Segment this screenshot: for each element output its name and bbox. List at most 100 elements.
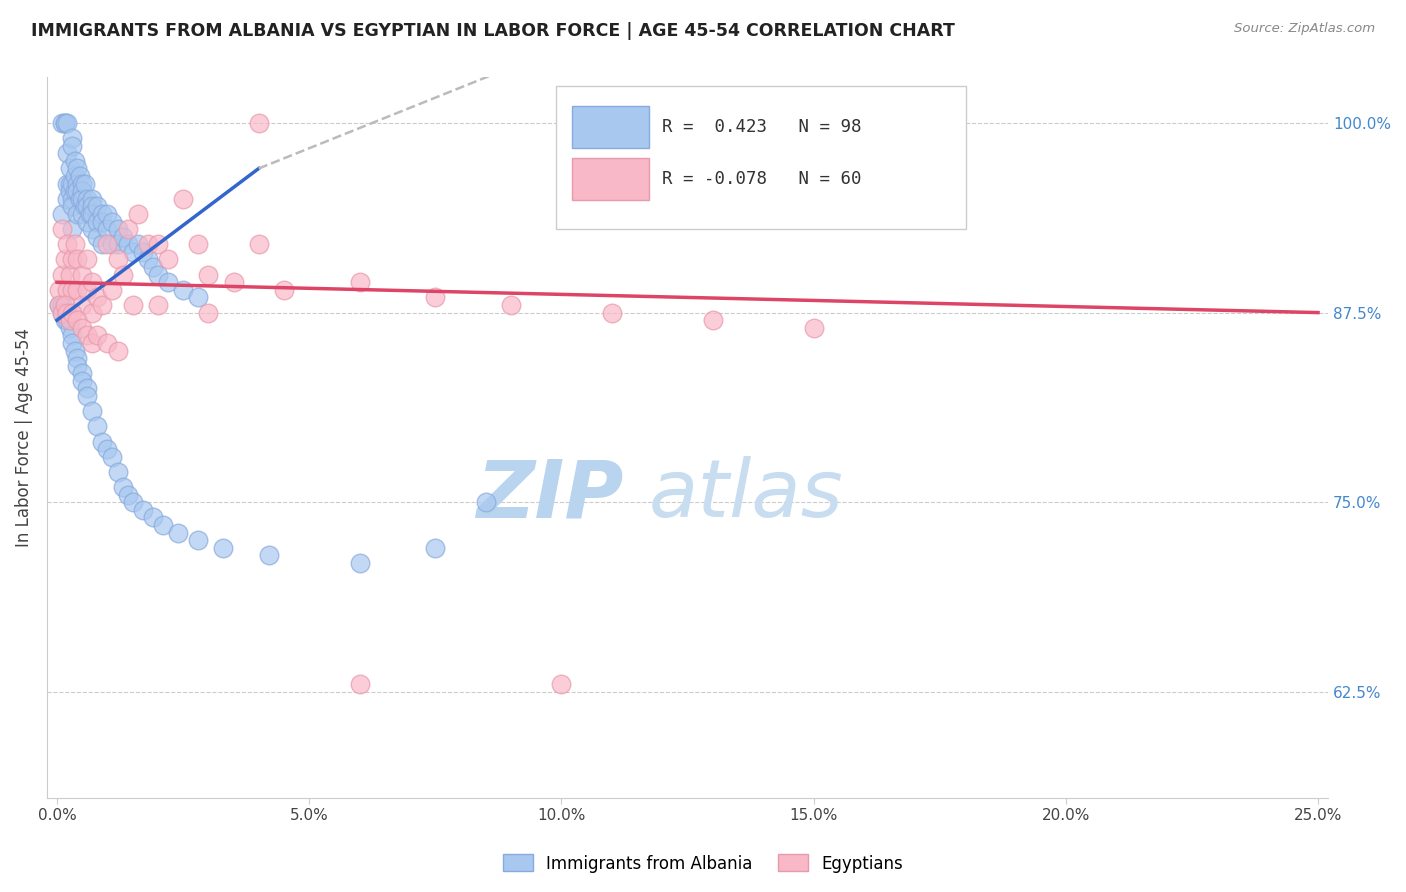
Point <box>167 525 190 540</box>
Point <box>425 290 447 304</box>
Point <box>51 207 73 221</box>
Point <box>96 222 118 236</box>
Point <box>51 298 73 312</box>
Point <box>212 541 235 555</box>
Point <box>425 541 447 555</box>
Point <box>70 298 93 312</box>
Point <box>70 184 93 198</box>
Point <box>60 283 83 297</box>
Point <box>70 268 93 282</box>
Point <box>107 343 129 358</box>
Point <box>76 381 98 395</box>
Point <box>69 192 91 206</box>
Point <box>121 298 143 312</box>
Point <box>56 177 79 191</box>
Point <box>63 153 86 168</box>
Point <box>60 177 83 191</box>
Point <box>247 237 270 252</box>
Y-axis label: In Labor Force | Age 45-54: In Labor Force | Age 45-54 <box>15 328 32 548</box>
Point <box>70 177 93 191</box>
Point <box>76 252 98 267</box>
Point <box>73 199 96 213</box>
Point <box>117 237 139 252</box>
Point <box>82 335 104 350</box>
Point <box>702 313 724 327</box>
Point <box>56 192 79 206</box>
Point <box>53 116 76 130</box>
Point <box>56 237 79 252</box>
Point <box>474 495 496 509</box>
Point <box>172 283 194 297</box>
Point <box>60 199 83 213</box>
Point <box>56 283 79 297</box>
Point <box>117 488 139 502</box>
Point <box>101 283 124 297</box>
Point <box>58 161 80 176</box>
FancyBboxPatch shape <box>555 87 966 228</box>
Point <box>82 207 104 221</box>
Point <box>56 305 79 319</box>
Point <box>60 305 83 319</box>
Text: ZIP: ZIP <box>477 457 623 534</box>
Point <box>499 298 522 312</box>
Point <box>82 404 104 418</box>
Point <box>58 313 80 327</box>
Point <box>101 237 124 252</box>
Point <box>48 298 70 312</box>
Point <box>600 305 623 319</box>
Point <box>197 268 219 282</box>
Point <box>66 313 89 327</box>
Text: R =  0.423   N = 98: R = 0.423 N = 98 <box>662 118 862 136</box>
Point <box>156 252 179 267</box>
Point <box>63 169 86 183</box>
Point <box>86 229 108 244</box>
Point <box>70 320 93 334</box>
Point <box>69 169 91 183</box>
Point <box>101 450 124 464</box>
Point <box>121 244 143 259</box>
Point <box>86 328 108 343</box>
Point <box>66 177 89 191</box>
Point <box>127 237 149 252</box>
Point <box>60 328 83 343</box>
Point <box>96 207 118 221</box>
Text: Source: ZipAtlas.com: Source: ZipAtlas.com <box>1234 22 1375 36</box>
Point <box>107 222 129 236</box>
Point <box>136 252 159 267</box>
Point <box>73 177 96 191</box>
Point <box>60 138 83 153</box>
Point <box>76 192 98 206</box>
Point <box>76 199 98 213</box>
Point <box>56 146 79 161</box>
Point <box>60 131 83 145</box>
Text: R = -0.078   N = 60: R = -0.078 N = 60 <box>662 170 862 188</box>
Point <box>132 244 155 259</box>
Point <box>51 222 73 236</box>
Text: atlas: atlas <box>650 457 844 534</box>
Point <box>91 298 114 312</box>
Point <box>550 677 572 691</box>
Point <box>70 366 93 380</box>
FancyBboxPatch shape <box>572 158 650 200</box>
Point <box>107 252 129 267</box>
Point <box>56 116 79 130</box>
Point <box>60 192 83 206</box>
Point <box>58 320 80 334</box>
Point <box>107 237 129 252</box>
Point <box>222 275 245 289</box>
Point <box>82 199 104 213</box>
Point <box>91 434 114 449</box>
Point <box>51 305 73 319</box>
Point <box>187 533 209 548</box>
Point <box>86 419 108 434</box>
Point <box>156 275 179 289</box>
Point <box>82 192 104 206</box>
Point <box>51 268 73 282</box>
Point <box>82 275 104 289</box>
Point <box>53 298 76 312</box>
Point <box>48 298 70 312</box>
Point <box>111 480 134 494</box>
Point <box>96 335 118 350</box>
Point <box>70 207 93 221</box>
Point <box>132 503 155 517</box>
